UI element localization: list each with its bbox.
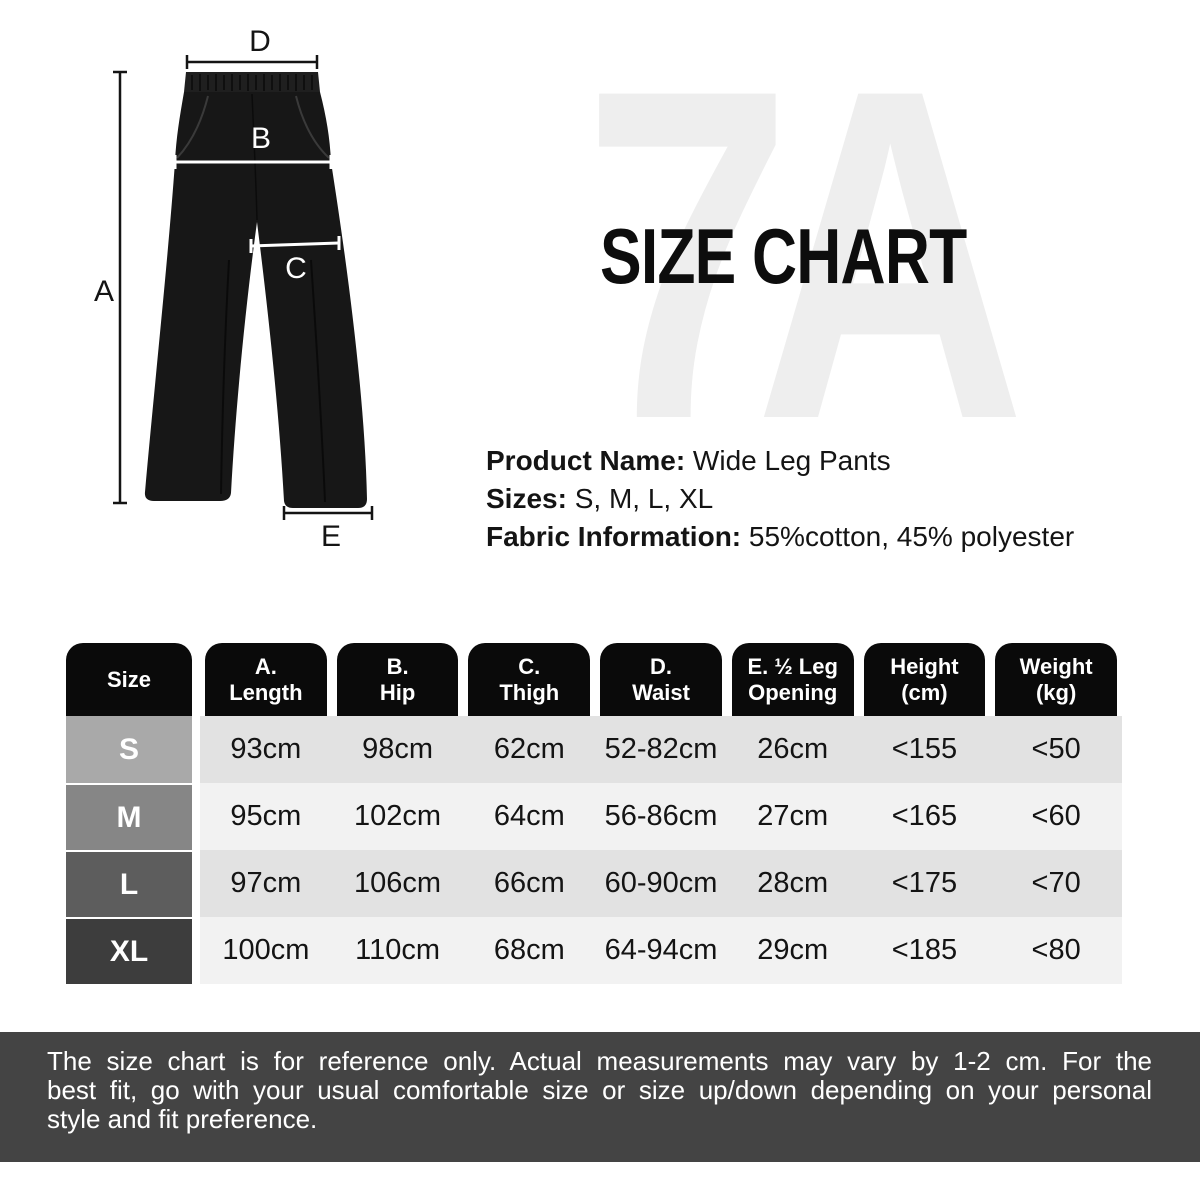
waistband xyxy=(184,72,320,92)
table-row-m: M 95cm 102cm 64cm 56-86cm 27cm <165 <60 xyxy=(63,783,1122,850)
size-cell: S xyxy=(66,716,192,783)
fabric-value: 55%cotton, 45% polyester xyxy=(741,521,1075,552)
size-table: Size A. Length B. Hip C. Thigh D. Waist … xyxy=(63,643,1122,984)
header-cell-length: A. Length xyxy=(205,643,327,716)
table-row-l: L 97cm 106cm 66cm 60-90cm 28cm <175 <70 xyxy=(63,850,1122,917)
data-cell-thigh: 64cm xyxy=(463,783,596,850)
data-cell-hip: 98cm xyxy=(331,716,464,783)
size-cell: L xyxy=(66,850,192,917)
header-cell-thigh: C. Thigh xyxy=(468,643,591,716)
data-cell-leg-opening: 28cm xyxy=(726,850,859,917)
data-cell-length: 95cm xyxy=(200,783,332,850)
pocket-seam-right xyxy=(295,95,330,159)
disclaimer-bar: The size chart is for reference only. Ac… xyxy=(0,1032,1200,1162)
size-table-header: Size A. Length B. Hip C. Thigh D. Waist … xyxy=(63,643,1122,716)
data-cell-length: 97cm xyxy=(200,850,332,917)
data-cell-hip: 102cm xyxy=(331,783,464,850)
measure-line-hip xyxy=(173,155,333,169)
data-cell-height: <175 xyxy=(858,850,991,917)
data-cell-hip: 106cm xyxy=(331,850,464,917)
pants-silhouette xyxy=(144,72,367,508)
product-info: Product Name: Wide Leg Pants Sizes: S, M… xyxy=(486,442,1074,556)
product-name-label: Product Name: xyxy=(486,445,686,476)
data-cell-weight: <60 xyxy=(990,783,1122,850)
measure-line-length xyxy=(113,70,127,505)
sizes-line: Sizes: S, M, L, XL xyxy=(486,480,1074,518)
data-cell-waist: 60-90cm xyxy=(595,850,727,917)
table-row-s: S 93cm 98cm 62cm 52-82cm 26cm <155 <50 xyxy=(63,716,1122,783)
size-cell: XL xyxy=(66,917,192,984)
measure-label-length: A xyxy=(94,275,114,308)
measure-label-hip: B xyxy=(251,122,271,155)
table-row-xl: XL 100cm 110cm 68cm 64-94cm 29cm <185 <8… xyxy=(63,917,1122,984)
data-cell-height: <185 xyxy=(858,917,991,984)
fabric-line: Fabric Information: 55%cotton, 45% polye… xyxy=(486,518,1074,556)
data-cell-waist: 64-94cm xyxy=(595,917,727,984)
disclaimer-line: The size chart is for reference only. Ac… xyxy=(47,1046,1152,1076)
pocket-seam-left xyxy=(176,95,209,159)
data-cell-height: <155 xyxy=(858,716,991,783)
measure-line-waist xyxy=(185,55,319,69)
data-cell-weight: <70 xyxy=(990,850,1122,917)
product-name-line: Product Name: Wide Leg Pants xyxy=(486,442,1074,480)
data-cell-weight: <50 xyxy=(990,716,1122,783)
fabric-label: Fabric Information: xyxy=(486,521,742,552)
measure-line-leg-opening xyxy=(282,506,374,520)
disclaimer-line: best fit, go with your usual comfortable… xyxy=(47,1075,1152,1105)
sizes-value: S, M, L, XL xyxy=(566,483,714,514)
measure-label-waist: D xyxy=(249,25,271,58)
pants-diagram: A D B C xyxy=(80,20,400,560)
sizes-label: Sizes: xyxy=(486,483,567,514)
data-cell-length: 100cm xyxy=(200,917,332,984)
data-cell-thigh: 66cm xyxy=(463,850,596,917)
brand-watermark: 7A xyxy=(583,0,1026,517)
data-cell-length: 93cm xyxy=(200,716,332,783)
data-cell-waist: 52-82cm xyxy=(595,716,727,783)
measure-label-thigh: C xyxy=(285,252,307,285)
measure-line-thigh xyxy=(249,236,341,253)
header-cell-waist: D. Waist xyxy=(600,643,722,716)
header-cell-weight: Weight (kg) xyxy=(995,643,1117,716)
data-cell-thigh: 62cm xyxy=(463,716,596,783)
size-cell: M xyxy=(66,783,192,850)
header-cell-height: Height (cm) xyxy=(863,643,986,716)
measure-label-leg-opening: E xyxy=(321,520,341,553)
data-cell-leg-opening: 29cm xyxy=(726,917,859,984)
header-cell-size: Size xyxy=(66,643,192,716)
product-name-value: Wide Leg Pants xyxy=(685,445,891,476)
data-cell-leg-opening: 26cm xyxy=(726,716,859,783)
data-cell-weight: <80 xyxy=(990,917,1122,984)
data-cell-waist: 56-86cm xyxy=(595,783,727,850)
disclaimer-line: style and fit preference. xyxy=(47,1104,318,1134)
header-cell-leg-opening: E. ½ Leg Opening xyxy=(731,643,854,716)
data-cell-leg-opening: 27cm xyxy=(726,783,859,850)
data-cell-height: <165 xyxy=(858,783,991,850)
data-cell-hip: 110cm xyxy=(331,917,464,984)
header-cell-hip: B. Hip xyxy=(336,643,459,716)
page-title: SIZE CHART xyxy=(600,212,967,300)
data-cell-thigh: 68cm xyxy=(463,917,596,984)
pants-diagram-svg: A D B C xyxy=(94,25,374,553)
